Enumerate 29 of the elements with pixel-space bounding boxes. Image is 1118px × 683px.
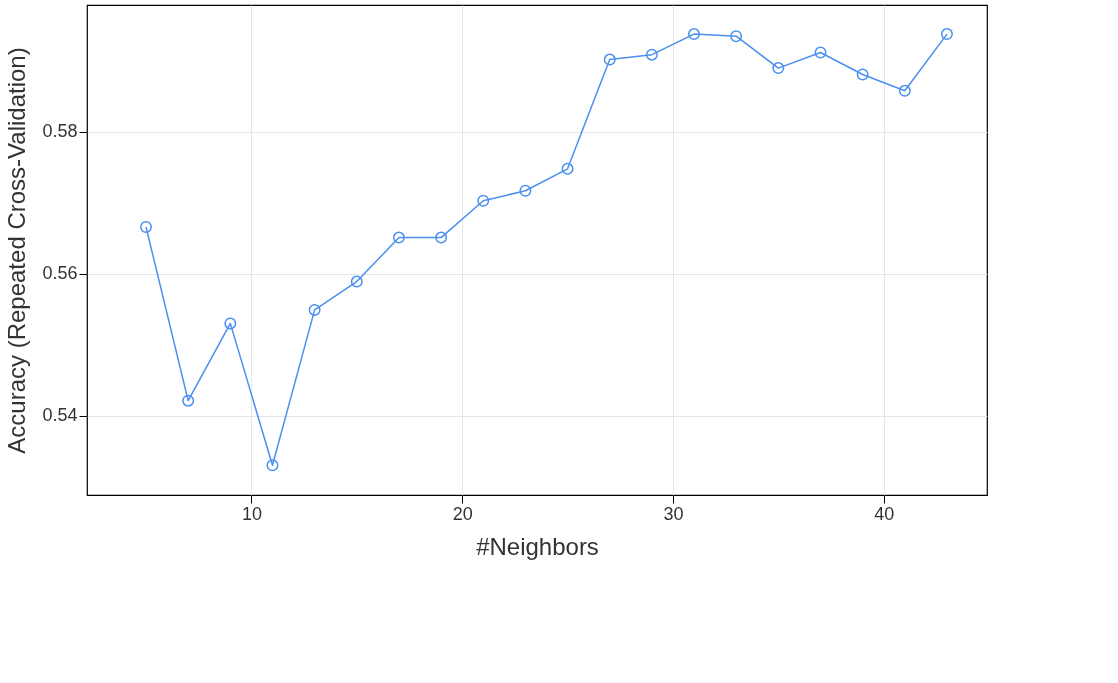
x-axis-title: #Neighbors [476,532,599,560]
point [561,162,574,175]
y-tick-label: 0.56 [42,263,78,284]
point [603,53,616,66]
point [688,28,701,41]
y-tick-label: 0.54 [42,405,78,426]
y-axis-title: Accuracy (Repeated Cross-Validation) [3,47,31,454]
point [940,28,953,41]
point [519,184,532,197]
point [772,62,785,75]
point [182,394,195,407]
x-tick-label: 30 [663,503,684,524]
point [730,30,743,43]
point [645,48,658,61]
point [898,84,911,97]
point [350,275,363,288]
point [477,194,490,207]
y-tick-label: 0.58 [42,121,78,142]
x-tick-label: 10 [241,503,262,524]
x-tick-label: 20 [452,503,473,524]
point [392,231,405,244]
point [224,317,237,330]
point [266,459,279,472]
x-tick-label: 40 [874,503,895,524]
point [856,68,869,81]
point [308,303,321,316]
point [814,46,827,59]
point [140,220,153,233]
point [435,231,448,244]
